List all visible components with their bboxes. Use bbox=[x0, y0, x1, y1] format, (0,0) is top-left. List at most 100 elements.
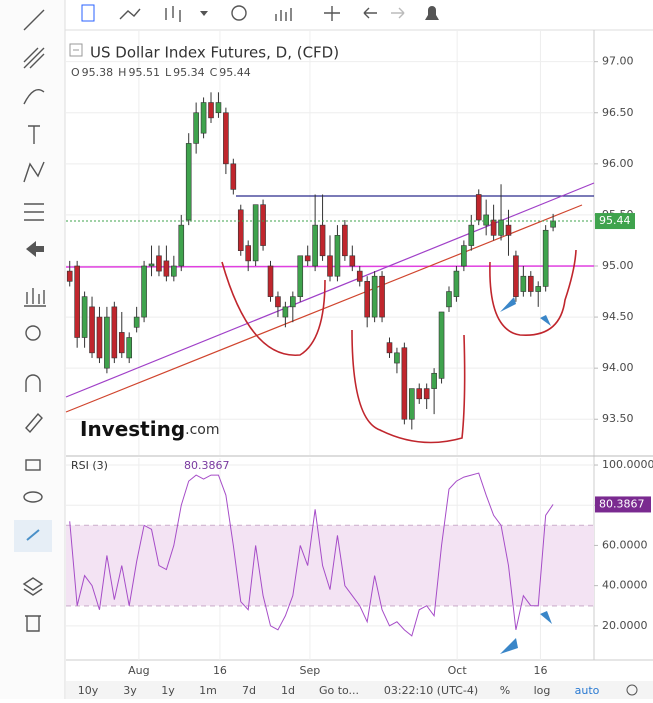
watermark: Investing.com bbox=[80, 417, 220, 441]
candle-body bbox=[260, 204, 266, 246]
tool-fib[interactable] bbox=[24, 203, 44, 221]
toolbar-bg bbox=[0, 0, 65, 699]
y-tick-label: 20.0000 bbox=[602, 619, 648, 632]
bottom-button[interactable]: Go to... bbox=[319, 684, 359, 697]
settings-button[interactable] bbox=[626, 684, 638, 696]
btn-indicators[interactable] bbox=[275, 8, 292, 21]
ohlc-key: L bbox=[165, 66, 172, 79]
tool-lock[interactable] bbox=[25, 459, 41, 471]
btn-candles[interactable] bbox=[81, 4, 95, 22]
candle-body bbox=[156, 255, 162, 272]
candle-body bbox=[252, 204, 259, 262]
candle-body bbox=[416, 388, 423, 400]
candle-body bbox=[364, 281, 370, 318]
ohlc-key: O bbox=[71, 66, 80, 79]
tool-pencil[interactable] bbox=[25, 412, 43, 434]
ohlc-key: C bbox=[210, 66, 218, 79]
bottom-button[interactable]: 7d bbox=[242, 684, 256, 697]
btn-compare[interactable] bbox=[324, 6, 340, 21]
candle-body bbox=[237, 209, 244, 251]
candle-body bbox=[542, 229, 549, 287]
candle-body bbox=[148, 263, 155, 267]
btn-dropdown[interactable] bbox=[200, 11, 208, 16]
bottom-button[interactable]: 10y bbox=[78, 684, 99, 697]
candle-body bbox=[304, 255, 311, 262]
candle-body bbox=[223, 112, 229, 165]
candle-body bbox=[401, 347, 408, 420]
candle-body bbox=[66, 270, 73, 282]
arrow bbox=[540, 611, 552, 624]
btn-undo[interactable] bbox=[363, 7, 377, 19]
candle-body bbox=[386, 342, 393, 354]
candle-body bbox=[505, 224, 512, 236]
y-tick-label: 60.0000 bbox=[602, 538, 648, 551]
bottom-bar: 10y 3y 1y 1m 7d 1d Go to... 03:22:10 (UTC-4)% lo… bbox=[66, 681, 653, 699]
candle-body bbox=[334, 235, 341, 277]
y-tick-label: 96.00 bbox=[602, 157, 634, 170]
candle-body bbox=[74, 265, 80, 338]
btn-alert[interactable] bbox=[425, 6, 439, 20]
rsi-line bbox=[69, 472, 554, 637]
y-tick-label: 100.0000 bbox=[602, 458, 653, 471]
bottom-button[interactable]: auto bbox=[575, 684, 600, 697]
btn-bars[interactable] bbox=[165, 6, 181, 22]
btn-redo[interactable] bbox=[391, 7, 405, 19]
y-tick-label: 40.0000 bbox=[602, 579, 648, 592]
x-tick-label: 16 bbox=[533, 664, 547, 677]
hand-curve bbox=[489, 249, 577, 336]
trend-line-upper bbox=[65, 182, 595, 398]
y-tick-label: 93.50 bbox=[602, 412, 634, 425]
bottom-button[interactable]: 1y bbox=[161, 684, 175, 697]
candle-body bbox=[490, 219, 497, 236]
candle-body bbox=[342, 224, 348, 257]
bottom-button[interactable]: 1d bbox=[281, 684, 295, 697]
candle-body bbox=[215, 102, 222, 114]
left-toolbar bbox=[0, 0, 66, 699]
rsi-title: RSI (3) bbox=[71, 459, 108, 472]
tool-magnet[interactable] bbox=[25, 374, 41, 392]
candle-body bbox=[349, 255, 356, 267]
tool-line[interactable] bbox=[23, 9, 45, 31]
tool-pitchfork[interactable] bbox=[23, 47, 45, 69]
candle-body bbox=[423, 388, 430, 400]
x-tick-label: 16 bbox=[213, 664, 227, 677]
candle-body bbox=[275, 296, 281, 308]
collapse-box[interactable] bbox=[69, 43, 83, 57]
bottom-button[interactable]: % bbox=[500, 684, 510, 697]
tool-pattern[interactable] bbox=[23, 161, 45, 183]
y-tick-label: 94.50 bbox=[602, 310, 634, 323]
bottom-button[interactable]: 3y bbox=[123, 684, 137, 697]
candle-body bbox=[104, 316, 110, 369]
arrow bbox=[500, 638, 518, 654]
tool-trash[interactable] bbox=[25, 615, 41, 632]
tool-back[interactable] bbox=[26, 241, 44, 257]
btn-settings[interactable] bbox=[231, 5, 247, 21]
band-fill bbox=[66, 525, 594, 606]
candle-body bbox=[409, 388, 415, 420]
bottom-button[interactable]: log bbox=[534, 684, 551, 697]
candle-body bbox=[267, 265, 274, 297]
candle-body bbox=[141, 265, 147, 318]
tool-layers[interactable] bbox=[22, 577, 44, 596]
tool-zoom[interactable] bbox=[25, 325, 41, 341]
candle-body bbox=[535, 286, 542, 292]
ohlc-value: 95.44 bbox=[219, 66, 251, 79]
watermark-brand: Investing bbox=[80, 417, 185, 441]
btn-line[interactable] bbox=[119, 8, 141, 20]
x-tick-label: Sep bbox=[300, 664, 321, 677]
candle-body bbox=[282, 306, 289, 318]
candle-body bbox=[483, 214, 489, 226]
tool-brush[interactable] bbox=[23, 89, 45, 105]
candle-body bbox=[193, 112, 199, 144]
bottom-button[interactable]: 1m bbox=[199, 684, 217, 697]
grid bbox=[66, 30, 594, 660]
marks bbox=[66, 92, 594, 637]
arrow bbox=[540, 315, 551, 326]
bottom-button[interactable]: 03:22:10 (UTC-4) bbox=[384, 684, 478, 697]
tool-text[interactable] bbox=[28, 125, 40, 144]
tool-link[interactable] bbox=[26, 529, 40, 541]
tool-eye[interactable] bbox=[23, 491, 43, 503]
tool-measure[interactable] bbox=[24, 288, 46, 307]
candle-body bbox=[394, 352, 400, 364]
